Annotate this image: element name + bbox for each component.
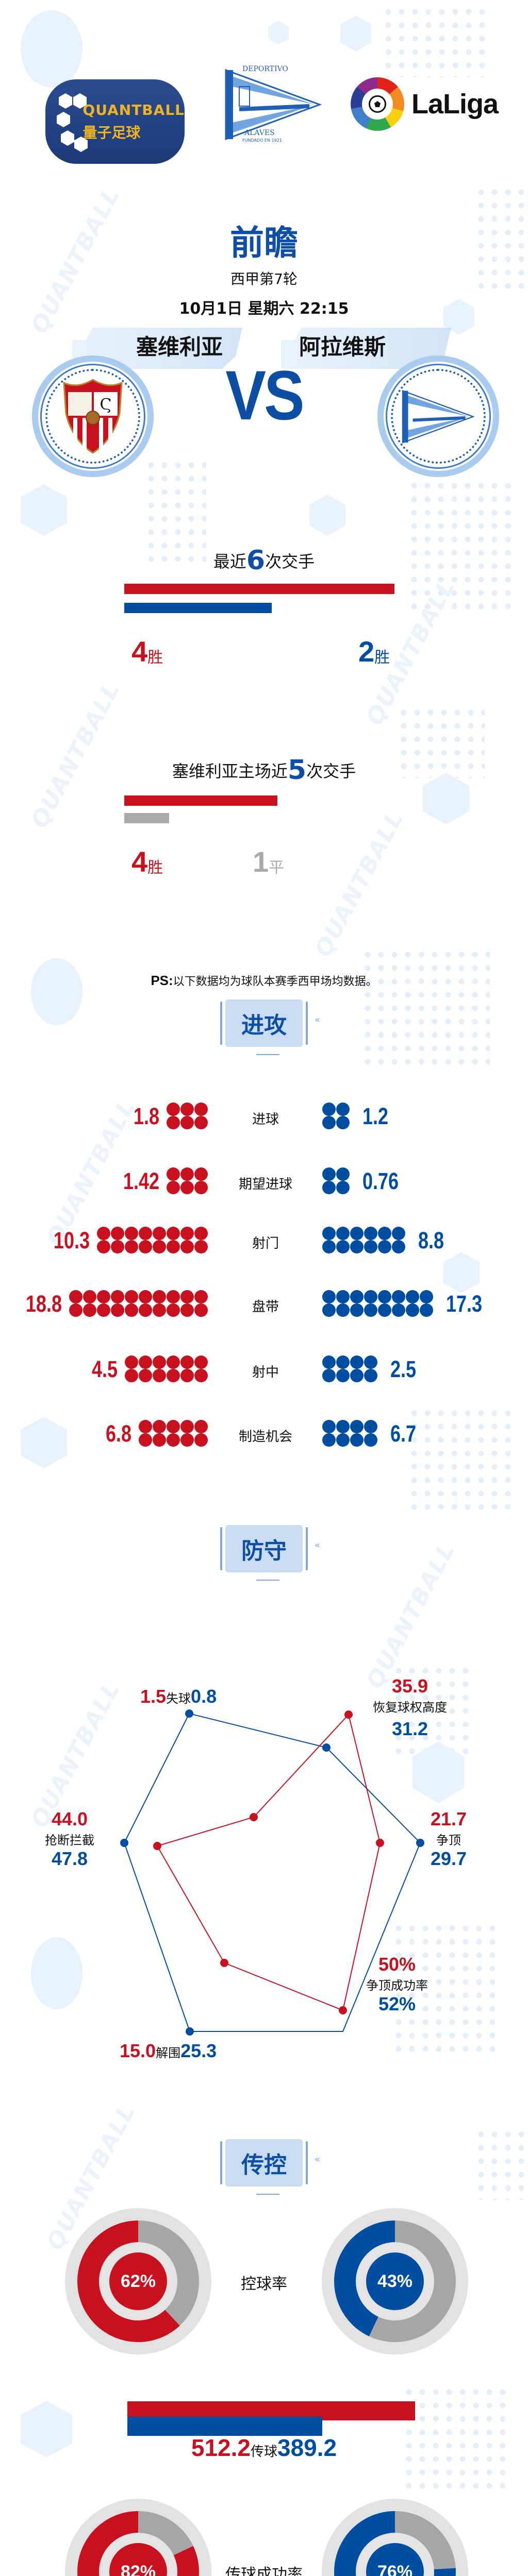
- attack-row: 10.3 射门 8.8: [0, 1225, 528, 1261]
- away-possession-donut: 43%: [322, 2208, 468, 2354]
- away-dots: [322, 1167, 350, 1194]
- alaves-crest-header: DEPORTIVO ALAVES FUNDADO EN 1921: [222, 65, 325, 143]
- brand-chinese: 量子足球: [82, 124, 141, 141]
- chevron-left-icon: «: [314, 1014, 320, 1026]
- away-value: 17.3: [446, 1290, 483, 1317]
- stat-label: 盘带: [252, 1299, 279, 1315]
- home-value: 1.8: [133, 1103, 159, 1129]
- home-value: 1.42: [123, 1167, 159, 1194]
- pass-success-label: 传球成功率: [225, 2566, 303, 2576]
- home-value: 4.5: [91, 1355, 118, 1382]
- attack-row: 4.5 射中 2.5: [0, 1353, 528, 1389]
- h2h-home-title: 塞维利亚主场近5次交手: [172, 755, 356, 786]
- home-wins-bar: [124, 584, 394, 594]
- laliga-ball-icon: [351, 77, 404, 131]
- away-value: 2.5: [390, 1355, 417, 1382]
- passes-values: 512.2传球389.2: [191, 2434, 337, 2461]
- home-dots: [139, 1420, 208, 1447]
- stat-label: 射中: [252, 1365, 279, 1380]
- home-value: 10.3: [53, 1227, 90, 1253]
- crest-founded-text: FUNDADO EN 1921: [242, 138, 282, 143]
- stat-label: 制造机会: [238, 1429, 292, 1445]
- away-passes-bar: [127, 2417, 322, 2436]
- away-value: 0.76: [362, 1167, 399, 1194]
- away-dots: [322, 1103, 350, 1129]
- alaves-crest-icon: [402, 389, 475, 444]
- radar-label-recovery-height: 35.9 恢复球权高度 31.2: [373, 1675, 447, 1739]
- away-dots: [322, 1420, 377, 1447]
- away-team-name: 阿拉维斯: [299, 334, 386, 360]
- crest-bottom-text: ALAVES: [244, 129, 275, 137]
- possession-label: 控球率: [241, 2275, 287, 2293]
- radar-label-aerial-success: 50% 争顶成功率 52%: [366, 1954, 428, 2014]
- draws-count: 1平: [253, 845, 285, 878]
- home-team-name: 塞维利亚: [136, 334, 223, 360]
- quantball-logo: QUANTBALL 量子足球: [45, 79, 185, 164]
- brand-english: QUANTBALL: [82, 101, 185, 118]
- chevron-left-icon: «: [314, 1540, 320, 1551]
- section-header-attack: 进攻 «: [0, 999, 528, 1055]
- home-dots: [167, 1103, 208, 1129]
- page-title: 前瞻: [230, 223, 298, 263]
- defense-radar-chart: 1.5失球0.8 35.9 恢复球权高度 31.2 21.7 争顶 29.7 5…: [0, 1587, 528, 2061]
- svg-text:Ϛ: Ϛ: [100, 396, 112, 414]
- match-datetime: 10月1日 星期六 22:15: [179, 300, 349, 318]
- home-value: 6.8: [105, 1420, 131, 1447]
- h2h-recent-count: 6: [246, 545, 266, 576]
- home-value: 18.8: [25, 1290, 62, 1317]
- away-wins-bar: [124, 603, 272, 613]
- crest-top-text: DEPORTIVO: [242, 65, 288, 73]
- home-dots: [125, 1355, 208, 1382]
- radar-label-goals-conceded: 1.5失球0.8: [140, 1686, 217, 1707]
- radar-label-tackles: 44.0 抢断拦截 47.8: [45, 1808, 94, 1869]
- home-wins-count-home: 4胜: [131, 845, 163, 878]
- home-wins-bar-home: [124, 795, 277, 806]
- match-round: 西甲第7轮: [230, 270, 298, 287]
- attack-row: 6.8 制造机会 6.7: [0, 1418, 528, 1454]
- home-possession-donut: 62%: [65, 2208, 211, 2354]
- away-value: 1.2: [362, 1103, 389, 1129]
- away-dots: [322, 1355, 377, 1382]
- stat-label: 射门: [252, 1236, 279, 1251]
- laliga-logo: LaLiga: [351, 77, 499, 131]
- attack-row: 18.8 盘带 17.3: [0, 1288, 528, 1324]
- section-header-defense: 防守 «: [0, 1525, 528, 1581]
- attack-row: 1.8 进球 1.2: [0, 1100, 528, 1137]
- away-dots: [322, 1227, 405, 1253]
- home-dots: [97, 1227, 208, 1253]
- sevilla-crest-icon: Ϛ: [63, 379, 123, 454]
- home-team-badge: Ϛ: [32, 355, 154, 477]
- away-value: 6.7: [390, 1420, 417, 1447]
- home-dots: [167, 1167, 208, 1194]
- home-dots: [69, 1290, 208, 1317]
- versus-label: VS: [225, 357, 304, 435]
- h2h-recent-title: 最近6次交手: [213, 545, 315, 576]
- section-header-passing: 传控 «: [0, 2139, 528, 2195]
- stat-label: 进球: [252, 1112, 279, 1127]
- chevron-left-icon: «: [314, 2154, 320, 2165]
- hexagon-balls-icon: [57, 88, 88, 155]
- away-team-badge: [377, 355, 499, 477]
- away-dots: [322, 1290, 433, 1317]
- home-wins-count: 4胜: [131, 635, 163, 668]
- away-value: 8.8: [418, 1227, 444, 1253]
- h2h-home-count: 5: [287, 755, 307, 786]
- draws-bar: [124, 813, 169, 823]
- radar-label-aerials: 21.7 争顶 29.7: [430, 1808, 467, 1869]
- data-note: PS:以下数据均为球队本赛季西甲场均数据。: [151, 973, 377, 988]
- attack-row: 1.42 期望进球 0.76: [0, 1165, 528, 1201]
- radar-label-clearances: 15.0解围25.3: [120, 2040, 217, 2061]
- stat-label: 期望进球: [238, 1177, 292, 1192]
- laliga-text: LaLiga: [411, 89, 499, 120]
- away-wins-count: 2胜: [358, 635, 390, 668]
